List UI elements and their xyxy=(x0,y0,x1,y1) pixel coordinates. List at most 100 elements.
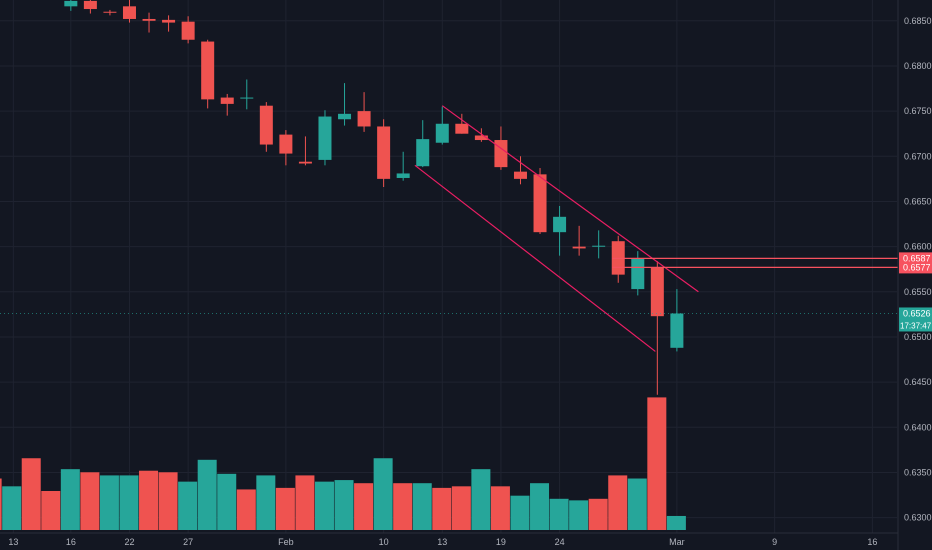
candle-body xyxy=(201,41,215,100)
time-tick-label: 9 xyxy=(772,537,777,547)
volume-bar xyxy=(80,472,100,530)
candle-body xyxy=(298,161,312,164)
candle-body xyxy=(338,113,352,120)
volume-bar xyxy=(60,469,80,530)
volume-bar xyxy=(510,495,530,530)
candle-body xyxy=(670,313,684,348)
time-tick-label: 13 xyxy=(8,537,18,547)
time-tick-label: 16 xyxy=(66,537,76,547)
volume-bar xyxy=(119,475,139,530)
volume-bar xyxy=(275,487,295,530)
candle-body xyxy=(416,139,430,167)
volume-bar xyxy=(432,487,452,530)
volume-bars xyxy=(0,397,686,530)
time-tick-label: 22 xyxy=(124,537,134,547)
candle-body xyxy=(455,123,469,134)
time-tick-label: 27 xyxy=(183,537,193,547)
volume-bar xyxy=(236,489,256,530)
volume-bar xyxy=(2,486,22,530)
candle-body xyxy=(572,246,586,249)
price-axis[interactable]: 0.68500.68000.67500.67000.66500.66000.65… xyxy=(897,0,932,550)
volume-bar xyxy=(217,473,237,530)
price-tick-label: 0.6400 xyxy=(904,422,932,432)
candle-body xyxy=(377,126,391,179)
volume-bar xyxy=(334,480,354,530)
price-tick-label: 0.6450 xyxy=(904,377,932,387)
volume-bar xyxy=(647,397,667,530)
price-tick-label: 0.6850 xyxy=(904,16,932,26)
volume-bar xyxy=(0,478,2,530)
channel-upper-line xyxy=(441,105,699,293)
time-tick-label: 16 xyxy=(867,537,877,547)
price-tick-label: 0.6600 xyxy=(904,242,932,252)
price-tick-label: 0.6700 xyxy=(904,151,932,161)
volume-bar xyxy=(490,486,510,530)
price-tick-label: 0.6350 xyxy=(904,467,932,477)
volume-bar xyxy=(178,481,198,530)
price-tick-label: 0.6550 xyxy=(904,287,932,297)
candle-body xyxy=(533,174,547,233)
volume-bar xyxy=(451,486,471,530)
volume-bar xyxy=(471,469,491,530)
candle-body xyxy=(240,97,254,99)
candle-body xyxy=(357,111,371,127)
price-tick-label: 0.6500 xyxy=(904,332,932,342)
volume-bar xyxy=(569,500,589,530)
volume-bar xyxy=(666,515,686,530)
candle-body xyxy=(396,173,410,178)
price-tick-label: 0.6800 xyxy=(904,61,932,71)
volume-bar xyxy=(139,470,159,530)
volume-bar xyxy=(412,483,432,530)
volume-bar xyxy=(41,491,61,530)
time-tick-label: 13 xyxy=(437,537,447,547)
time-tick-label: 19 xyxy=(496,537,506,547)
candle-body xyxy=(513,171,527,179)
candle-body xyxy=(122,6,136,19)
volume-bar xyxy=(256,475,276,530)
candle-body xyxy=(318,116,332,160)
level-badge xyxy=(899,252,932,265)
time-tick-label: 10 xyxy=(379,537,389,547)
candle-body xyxy=(259,105,273,145)
volume-bar xyxy=(393,483,413,530)
candle-body xyxy=(64,0,78,7)
candle-body xyxy=(553,216,567,233)
price-tick-label: 0.6650 xyxy=(904,196,932,206)
candle-body xyxy=(592,245,606,247)
candle-body xyxy=(279,134,293,154)
volume-bar xyxy=(295,475,315,530)
channel-lower-line xyxy=(414,164,656,352)
volume-bar xyxy=(158,472,178,530)
candle-body xyxy=(435,123,449,143)
level-badge-value: 0.6577 xyxy=(903,262,931,272)
volume-bar xyxy=(373,458,393,530)
volume-bar xyxy=(354,483,374,530)
time-tick-label: 24 xyxy=(555,537,565,547)
candle-body xyxy=(181,21,195,40)
volume-bar xyxy=(21,458,41,530)
volume-bar xyxy=(588,498,608,530)
price-tick-label: 0.6300 xyxy=(904,513,932,523)
volume-bar xyxy=(530,483,550,530)
candle-body xyxy=(103,11,117,13)
level-badge xyxy=(899,261,932,274)
candle-body xyxy=(494,140,508,168)
candle-body xyxy=(631,258,645,290)
time-tick-label: Mar xyxy=(669,537,685,547)
candle-body xyxy=(650,267,664,317)
candle-body xyxy=(142,18,156,21)
time-axis[interactable]: 13 16 22 27 Feb 10 13 19 24 Mar 9 16 xyxy=(0,532,898,547)
candle-body xyxy=(474,135,488,141)
level-badge-value: 0.6587 xyxy=(903,253,931,263)
time-tick-label: Feb xyxy=(278,537,294,547)
volume-bar xyxy=(627,478,647,530)
volume-bar xyxy=(549,498,569,530)
trend-channel[interactable] xyxy=(0,105,898,352)
bar-countdown: 17:37:47 xyxy=(900,321,932,330)
volume-bar xyxy=(99,475,119,530)
volume-bar xyxy=(314,481,334,530)
price-tick-label: 0.6750 xyxy=(904,106,932,116)
